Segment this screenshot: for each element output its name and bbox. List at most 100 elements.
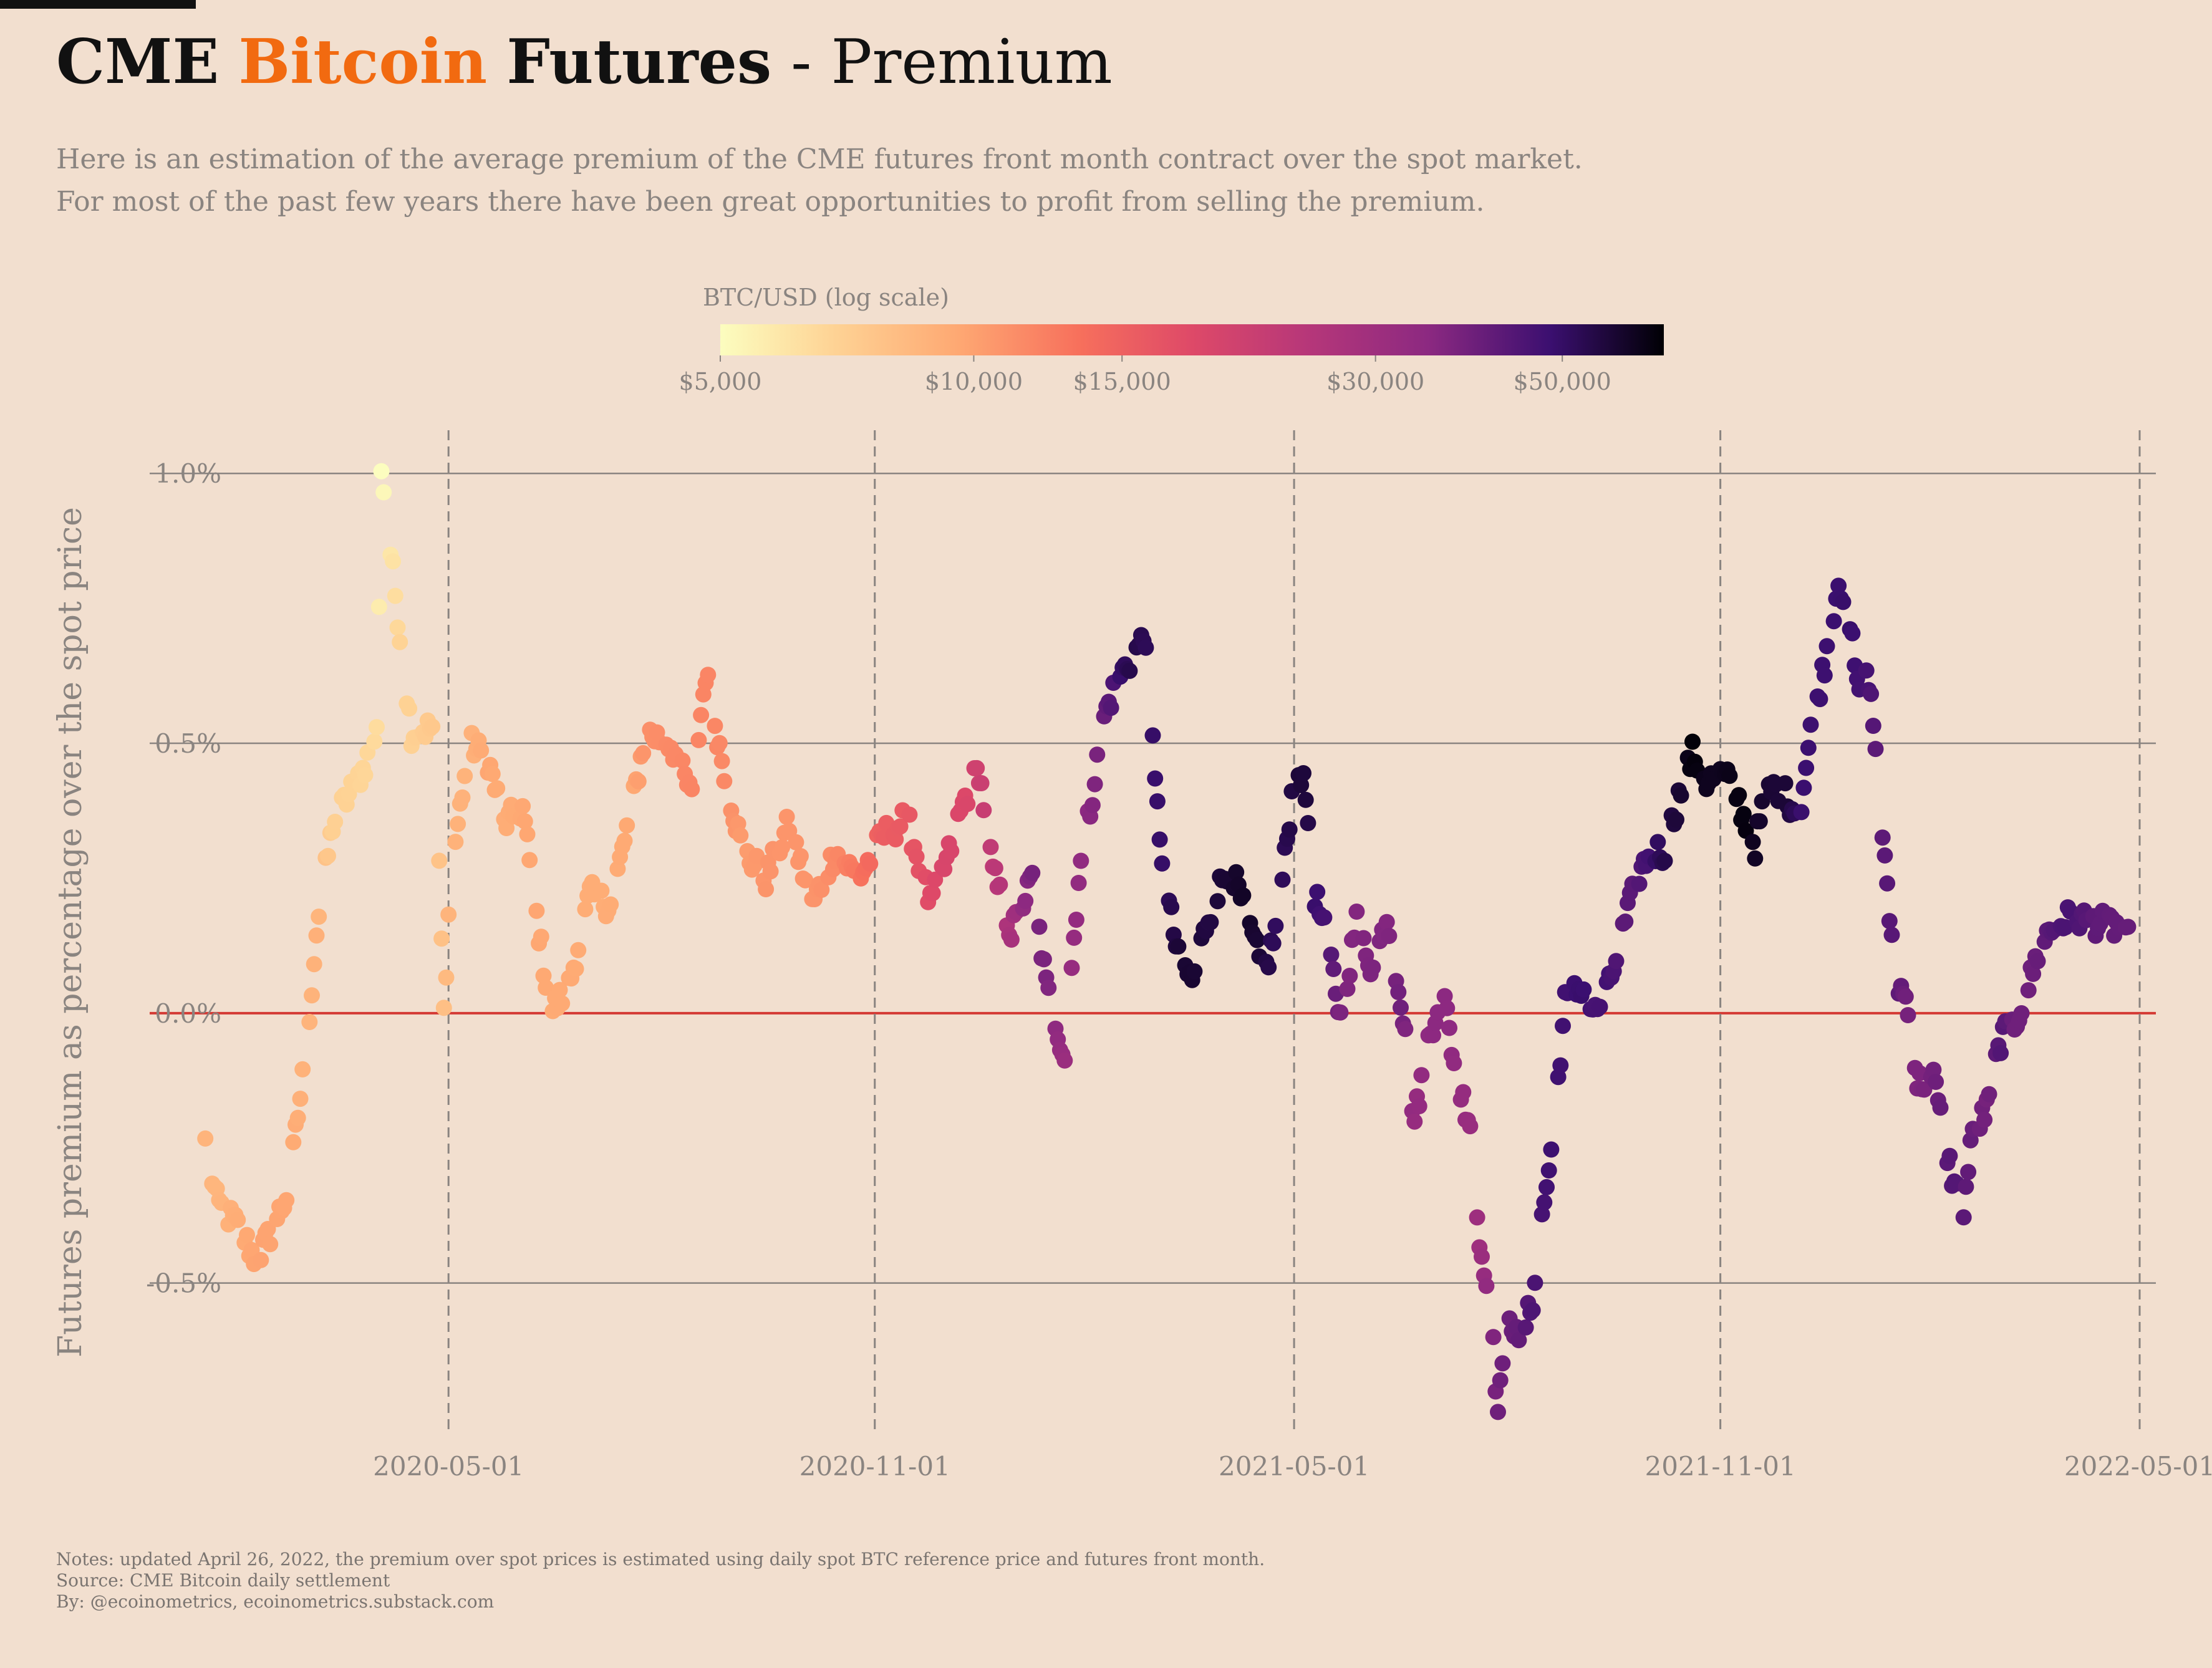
data-point <box>1364 959 1381 976</box>
data-point <box>514 798 531 814</box>
data-point <box>1035 951 1052 968</box>
data-point <box>1151 831 1168 848</box>
data-point <box>1490 1404 1506 1420</box>
data-point <box>707 718 723 735</box>
data-point <box>792 848 809 864</box>
data-point <box>1228 864 1245 880</box>
data-point <box>440 906 457 923</box>
data-point <box>1089 746 1106 763</box>
data-point <box>1024 864 1041 881</box>
data-point <box>1309 884 1326 900</box>
notes-line-2: Source: CME Bitcoin daily settlement <box>56 1570 390 1591</box>
colorbar-gradient <box>720 324 1664 355</box>
data-point <box>1649 834 1666 851</box>
data-point <box>2029 953 2046 970</box>
data-point <box>304 987 320 1004</box>
data-point <box>1017 892 1034 909</box>
data-point <box>1510 1332 1527 1349</box>
data-point <box>1865 718 1881 734</box>
x-tick-label: 2021-11-01 <box>1645 1451 1796 1482</box>
x-tick-label: 2020-11-01 <box>799 1451 950 1482</box>
data-point <box>797 872 814 889</box>
data-point <box>1591 998 1608 1015</box>
data-point <box>197 1130 214 1147</box>
data-point <box>1992 1044 2009 1061</box>
data-point <box>311 909 327 925</box>
top-accent-bar <box>0 0 196 9</box>
data-point <box>762 863 779 880</box>
data-point <box>535 967 552 984</box>
data-point <box>292 1091 309 1107</box>
y-tick-label: 0.0% <box>155 998 221 1029</box>
data-point <box>1355 930 1372 947</box>
data-point <box>1608 953 1625 970</box>
data-point <box>1154 855 1171 872</box>
data-point <box>982 839 999 856</box>
data-point <box>1976 1111 1993 1128</box>
colorbar-legend: BTC/USD (log scale) $5,000 $10,000 $15,000… <box>679 284 1664 395</box>
data-point <box>1798 759 1815 776</box>
subtitle-line-2: For most of the past few years there hav… <box>56 186 1485 218</box>
data-point <box>1469 1209 1485 1226</box>
data-point <box>1494 1355 1511 1372</box>
data-point <box>619 817 635 834</box>
data-point <box>1879 875 1896 892</box>
data-point <box>229 1212 246 1228</box>
data-points <box>197 463 2137 1420</box>
data-point <box>1958 1179 1974 1195</box>
data-point <box>1517 1319 1534 1336</box>
page-title: CME Bitcoin Futures - Premium <box>56 25 1113 100</box>
data-point <box>473 742 490 759</box>
data-point <box>1084 797 1101 814</box>
data-point <box>1552 1057 1569 1074</box>
data-point <box>758 881 775 897</box>
subtitle: Here is an estimation of the average pre… <box>56 138 1583 223</box>
data-point <box>1800 740 1817 756</box>
data-point <box>1436 988 1453 1005</box>
data-point <box>1684 733 1701 750</box>
data-point <box>239 1227 255 1243</box>
data-point <box>1281 821 1298 838</box>
data-point <box>1274 871 1291 888</box>
data-point <box>1925 1061 1942 1078</box>
y-tick-label: 1.0% <box>155 458 221 489</box>
y-axis-label: Futures premium as percentage over the s… <box>52 507 89 1357</box>
data-point <box>301 1014 318 1030</box>
data-point <box>2120 918 2137 935</box>
data-point <box>1202 914 1219 930</box>
data-point <box>732 827 749 844</box>
data-point <box>1844 625 1861 642</box>
data-point <box>1897 988 1914 1005</box>
data-point <box>366 733 383 750</box>
data-point <box>1492 1372 1509 1389</box>
data-point <box>1149 793 1166 810</box>
x-tick-label: 2022-05-01 <box>2064 1451 2212 1482</box>
data-point <box>1874 829 1891 846</box>
data-point <box>369 719 385 736</box>
data-point <box>1830 577 1847 594</box>
data-point <box>450 816 466 832</box>
data-point <box>1341 968 1358 984</box>
data-point <box>683 781 700 798</box>
data-point <box>1812 691 1828 708</box>
data-point <box>1474 1248 1490 1265</box>
data-point <box>1103 700 1119 716</box>
data-point <box>1390 984 1407 1000</box>
data-point <box>1406 1113 1423 1130</box>
data-point <box>454 789 471 806</box>
data-point <box>711 735 728 751</box>
data-point <box>1073 852 1089 869</box>
data-point <box>1300 815 1316 831</box>
colorbar-ticks: $5,000 $10,000 $15,000 $30,000 $50,000 <box>679 355 1611 395</box>
data-point <box>519 826 536 842</box>
data-point <box>1446 1055 1462 1071</box>
data-point <box>1932 1099 1949 1116</box>
data-point <box>308 927 325 944</box>
data-point <box>1348 904 1365 920</box>
data-point <box>1031 918 1048 935</box>
data-point <box>901 806 918 823</box>
data-point <box>1731 787 1747 804</box>
data-point <box>306 956 322 973</box>
data-point <box>1411 1098 1427 1114</box>
data-point <box>431 852 448 869</box>
